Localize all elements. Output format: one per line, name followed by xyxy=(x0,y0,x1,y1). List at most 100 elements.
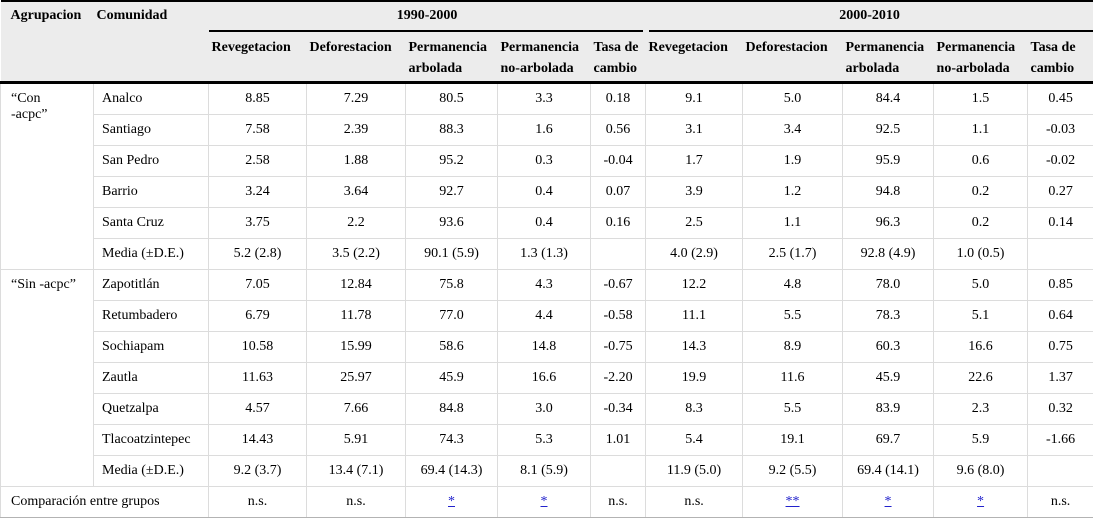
data-cell: 9.6 (8.0) xyxy=(933,455,1029,487)
data-cell: 3.5 (2.2) xyxy=(306,238,406,270)
data-cell: 9.1 xyxy=(645,82,744,115)
data-cell: 7.05 xyxy=(208,269,307,301)
table-row: Santiago 7.58 2.39 88.3 1.6 0.56 3.1 3.4… xyxy=(1,114,1093,146)
data-cell: 5.2 (2.8) xyxy=(208,238,307,270)
data-cell: -0.58 xyxy=(589,300,647,332)
table-row-media: Media (±D.E.) 5.2 (2.8) 3.5 (2.2) 90.1 (… xyxy=(1,238,1093,270)
data-cell: 1.1 xyxy=(742,207,844,239)
data-cell xyxy=(1027,238,1093,270)
data-cell: 45.9 xyxy=(842,362,935,394)
table-row: San Pedro 2.58 1.88 95.2 0.3 -0.04 1.7 1… xyxy=(1,145,1093,177)
data-cell: 22.6 xyxy=(933,362,1029,394)
data-cell: 3.64 xyxy=(306,176,406,208)
data-cell: 0.2 xyxy=(933,207,1029,239)
data-cell: 2.3 xyxy=(933,393,1029,425)
data-cell: 14.3 xyxy=(645,331,744,363)
col-header-permanencia-arbolada-p1: Permanencia arbolada xyxy=(405,32,498,84)
data-cell: 84.8 xyxy=(405,393,498,425)
col-header-tasa-de-cambio-p2: Tasa de cambio xyxy=(1027,32,1093,84)
header-row-metrics: Revegetacion Deforestacion Permanencia a… xyxy=(1,32,1093,84)
col-header-comunidad: Comunidad xyxy=(93,1,209,84)
data-cell: 1.5 xyxy=(933,82,1029,115)
data-cell: 4.57 xyxy=(208,393,307,425)
community-cell: Quetzalpa xyxy=(93,393,209,425)
data-cell: 84.4 xyxy=(842,82,935,115)
data-cell: 0.16 xyxy=(589,207,647,239)
data-cell: 2.5 (1.7) xyxy=(742,238,844,270)
community-cell: Santiago xyxy=(93,114,209,146)
data-cell: -0.03 xyxy=(1027,114,1093,146)
data-cell: -0.67 xyxy=(589,269,647,301)
data-cell: 19.1 xyxy=(742,424,844,456)
data-cell: 0.45 xyxy=(1027,82,1093,115)
community-cell: Santa Cruz xyxy=(93,207,209,239)
data-cell: 60.3 xyxy=(842,331,935,363)
data-cell: 0.85 xyxy=(1027,269,1093,301)
table-body: “Con -acpc” Analco 8.85 7.29 80.5 3.3 0.… xyxy=(0,82,1093,518)
data-cell: 12.2 xyxy=(645,269,744,301)
significance-cell: * xyxy=(405,486,498,518)
data-cell: 8.3 xyxy=(645,393,744,425)
data-cell: 69.4 (14.3) xyxy=(405,455,498,487)
data-cell: 1.6 xyxy=(497,114,591,146)
data-cell: 92.5 xyxy=(842,114,935,146)
table-row: Quetzalpa 4.57 7.66 84.8 3.0 -0.34 8.3 5… xyxy=(1,393,1093,425)
significance-link[interactable]: * xyxy=(884,494,892,509)
col-header-permanencia-no-arbolada-p2: Permanencia no-arbolada xyxy=(933,32,1028,84)
significance-link[interactable]: * xyxy=(540,494,548,509)
comparison-row: Comparación entre grupos n.s. n.s. * * n… xyxy=(0,486,1093,518)
data-cell: 2.2 xyxy=(306,207,406,239)
significance-cell: * xyxy=(497,486,591,518)
data-cell: 1.7 xyxy=(645,145,744,177)
data-cell: 3.9 xyxy=(645,176,744,208)
data-cell: 93.6 xyxy=(405,207,498,239)
table-row: “Con -acpc” Analco 8.85 7.29 80.5 3.3 0.… xyxy=(0,82,1093,270)
col-header-permanencia-arbolada-p2: Permanencia arbolada xyxy=(842,32,934,84)
group-label-sin-acpc: “Sin -acpc” xyxy=(0,269,94,487)
data-cell xyxy=(589,238,647,270)
data-cell: 92.8 (4.9) xyxy=(842,238,935,270)
data-cell: 5.5 xyxy=(742,300,844,332)
data-cell: -1.66 xyxy=(1027,424,1093,456)
data-cell: 5.9 xyxy=(933,424,1029,456)
col-header-period-1990-2000: 1990-2000 xyxy=(208,1,646,32)
significance-link[interactable]: ** xyxy=(785,494,800,509)
significance-link[interactable]: * xyxy=(977,494,985,509)
data-cell: 0.14 xyxy=(1027,207,1093,239)
data-cell: 0.27 xyxy=(1027,176,1093,208)
community-cell: San Pedro xyxy=(93,145,209,177)
data-cell: 11.78 xyxy=(306,300,406,332)
table-row: Tlacoatzintepec 14.43 5.91 74.3 5.3 1.01… xyxy=(1,424,1093,456)
data-cell: 4.4 xyxy=(497,300,591,332)
table-row: Retumbadero 6.79 11.78 77.0 4.4 -0.58 11… xyxy=(1,300,1093,332)
data-cell: 8.9 xyxy=(742,331,844,363)
data-cell: 74.3 xyxy=(405,424,498,456)
community-cell: Zautla xyxy=(93,362,209,394)
data-cell: 94.8 xyxy=(842,176,935,208)
data-cell: 8.85 xyxy=(208,82,307,115)
data-cell: 0.2 xyxy=(933,176,1029,208)
data-cell: 1.0 (0.5) xyxy=(933,238,1029,270)
table-row: “Sin -acpc” Zapotitlán 7.05 12.84 75.8 4… xyxy=(0,269,1093,487)
data-cell: 0.4 xyxy=(497,176,591,208)
data-cell: 19.9 xyxy=(645,362,744,394)
data-cell: 5.0 xyxy=(742,82,844,115)
table-header: Agrupacion Comunidad 1990-2000 2000-2010… xyxy=(0,1,1093,84)
data-cell: 16.6 xyxy=(933,331,1029,363)
data-cell: 10.58 xyxy=(208,331,307,363)
data-cell: 2.5 xyxy=(645,207,744,239)
data-cell: 1.37 xyxy=(1027,362,1093,394)
data-cell: 77.0 xyxy=(405,300,498,332)
data-cell: 69.4 (14.1) xyxy=(842,455,935,487)
data-cell: 15.99 xyxy=(306,331,406,363)
data-cell: 14.8 xyxy=(497,331,591,363)
col-header-revegetacion-p2: Revegetacion xyxy=(645,32,743,84)
data-cell: 90.1 (5.9) xyxy=(405,238,498,270)
data-cell: 13.4 (7.1) xyxy=(306,455,406,487)
data-cell: 0.56 xyxy=(589,114,647,146)
significance-cell: * xyxy=(933,486,1029,518)
significance-cell: n.s. xyxy=(589,486,647,518)
significance-link[interactable]: * xyxy=(448,494,455,509)
significance-cell: n.s. xyxy=(306,486,406,518)
